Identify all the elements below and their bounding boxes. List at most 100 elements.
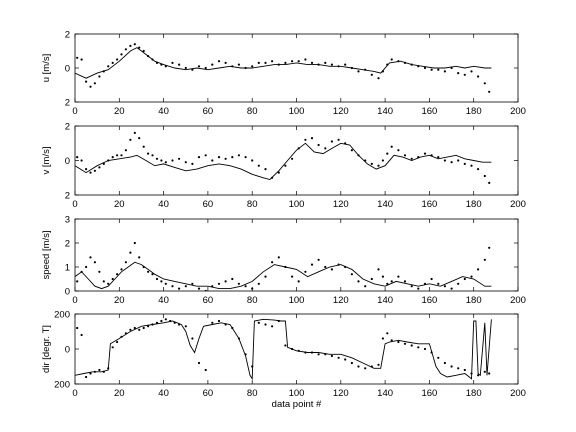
series-dots-2: [76, 43, 491, 93]
x-tick-label: 200: [510, 388, 526, 399]
data-point: [377, 164, 380, 167]
data-point: [463, 368, 466, 372]
data-point: [89, 171, 92, 174]
x-tick-label: 180: [466, 388, 482, 399]
data-point: [450, 365, 453, 368]
data-point: [337, 356, 340, 359]
data-point: [151, 154, 154, 157]
data-point: [483, 258, 486, 261]
data-point: [284, 265, 287, 269]
data-point: [93, 261, 96, 264]
data-point: [423, 66, 427, 70]
data-point: [381, 159, 384, 162]
data-point: [85, 168, 88, 171]
data-point: [178, 323, 181, 326]
data-point: [107, 367, 110, 370]
data-point: [403, 280, 407, 283]
data-point: [264, 323, 267, 326]
data-point: [257, 282, 260, 285]
x-tick-label: 120: [333, 199, 349, 210]
data-point: [264, 61, 267, 64]
data-point: [155, 321, 159, 324]
data-point: [138, 46, 141, 49]
data-point: [457, 367, 460, 370]
data-point: [155, 61, 159, 64]
y-axis-label: v [m/s]: [41, 147, 52, 175]
data-point: [437, 356, 440, 359]
data-point: [244, 156, 247, 159]
data-point: [142, 326, 145, 330]
data-point: [197, 156, 201, 159]
data-point: [138, 137, 141, 140]
data-point: [377, 363, 380, 366]
data-point: [171, 285, 174, 288]
data-point: [364, 367, 367, 370]
x-tick-label: 0: [72, 199, 77, 210]
data-point: [178, 63, 181, 66]
data-point: [138, 256, 141, 259]
data-point: [133, 43, 136, 46]
data-point: [211, 63, 214, 66]
x-tick-label: 200: [510, 106, 526, 117]
data-point: [457, 159, 460, 162]
data-point: [344, 265, 347, 269]
data-point: [197, 65, 201, 68]
data-point: [76, 56, 79, 59]
data-point: [164, 161, 167, 164]
data-point: [386, 332, 389, 335]
x-tick-label: 20: [114, 295, 125, 306]
data-point: [277, 319, 280, 323]
data-point: [271, 176, 274, 179]
data-point: [310, 61, 314, 64]
data-point: [410, 63, 413, 66]
data-point: [211, 159, 214, 162]
data-point: [277, 256, 280, 259]
x-tick-label: 60: [203, 295, 214, 306]
data-point: [381, 275, 384, 278]
data-point: [330, 140, 333, 143]
data-point: [257, 321, 260, 324]
data-point: [111, 346, 114, 349]
data-point: [357, 70, 360, 73]
data-point: [80, 58, 83, 61]
x-tick-label: 0: [72, 388, 77, 399]
data-point: [430, 154, 433, 157]
x-tick-label: 160: [421, 199, 437, 210]
data-point: [381, 70, 384, 73]
data-point: [457, 72, 460, 75]
data-point: [344, 358, 347, 361]
data-point: [410, 285, 413, 288]
x-tick-label: 40: [158, 295, 169, 306]
x-tick-label: 100: [289, 295, 305, 306]
data-point: [76, 156, 79, 159]
data-point: [224, 61, 227, 64]
y-tick-label: 2: [65, 122, 70, 133]
data-point: [390, 145, 393, 148]
y-tick-label: 200: [54, 310, 70, 321]
x-tick-label: 100: [289, 106, 305, 117]
data-point: [164, 65, 167, 68]
data-point: [488, 90, 491, 93]
data-point: [430, 277, 433, 281]
data-point: [271, 261, 274, 264]
data-point: [173, 321, 176, 324]
data-point: [377, 77, 380, 80]
data-point: [124, 261, 127, 264]
axes-frame: [74, 218, 519, 292]
data-point: [450, 161, 453, 164]
data-point: [251, 365, 254, 368]
data-point: [470, 164, 473, 167]
data-point: [133, 241, 136, 245]
x-tick-label: 120: [333, 388, 349, 399]
data-point: [310, 263, 314, 266]
data-point: [390, 339, 393, 342]
data-point: [397, 149, 400, 152]
y-tick-label: 2: [65, 239, 70, 250]
data-point: [357, 365, 360, 368]
data-point: [204, 66, 207, 70]
data-point: [386, 152, 389, 155]
y-tick-label: 200: [54, 380, 70, 391]
